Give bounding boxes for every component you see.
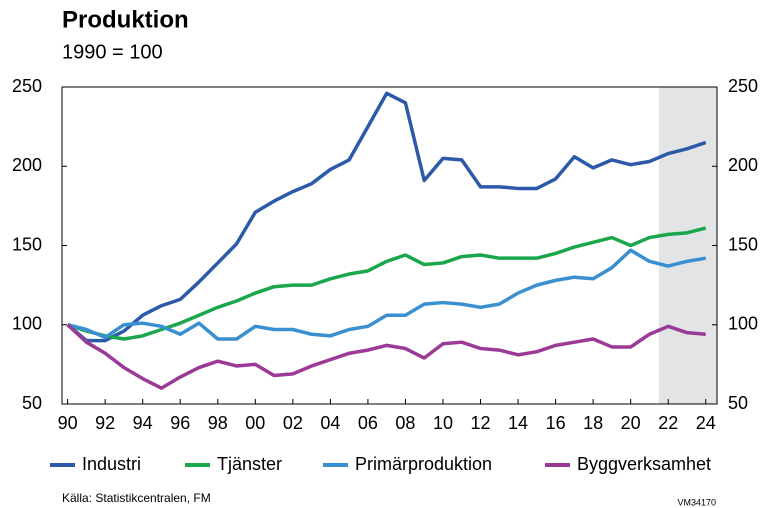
x-tick-label: 92 <box>95 413 115 433</box>
x-tick-label: 14 <box>508 413 528 433</box>
y2-tick-label: 50 <box>728 393 748 413</box>
y-tick-label: 200 <box>12 155 42 175</box>
x-tick-label: 08 <box>395 413 415 433</box>
x-tick-label: 94 <box>133 413 153 433</box>
x-tick-label: 02 <box>283 413 303 433</box>
x-tick-label: 22 <box>658 413 678 433</box>
x-tick-label: 20 <box>621 413 641 433</box>
y2-tick-label: 150 <box>728 234 758 254</box>
legend-label: Primärproduktion <box>355 454 492 474</box>
y-tick-label: 50 <box>22 393 42 413</box>
x-tick-label: 16 <box>546 413 566 433</box>
chart-subtitle: 1990 = 100 <box>62 41 163 63</box>
legend-label: Industri <box>82 454 141 474</box>
legend-label: Byggverksamhet <box>577 454 711 474</box>
forecast-shade <box>658 87 717 404</box>
y2-tick-label: 100 <box>728 314 758 334</box>
y-tick-label: 250 <box>12 76 42 96</box>
x-tick-label: 18 <box>583 413 603 433</box>
chart-title: Produktion <box>62 6 189 33</box>
x-tick-label: 06 <box>358 413 378 433</box>
series-line <box>67 226 707 341</box>
series-line <box>67 248 707 341</box>
x-tick-label: 98 <box>208 413 228 433</box>
x-tick-label: 90 <box>58 413 78 433</box>
y-tick-label: 100 <box>12 314 42 334</box>
x-tick-label: 04 <box>320 413 340 433</box>
x-tick-label: 00 <box>245 413 265 433</box>
legend-label: Tjänster <box>217 454 282 474</box>
y2-tick-label: 250 <box>728 76 758 96</box>
plot-frame <box>61 86 718 405</box>
series-line <box>66 323 706 390</box>
y-tick-label: 150 <box>12 234 42 254</box>
x-tick-label: 24 <box>696 413 716 433</box>
code: VM34170 <box>677 497 716 507</box>
x-tick-label: 96 <box>170 413 190 433</box>
series-line <box>66 91 707 343</box>
y2-tick-label: 200 <box>728 155 758 175</box>
x-tick-label: 10 <box>433 413 453 433</box>
x-tick-label: 12 <box>471 413 491 433</box>
source: Källa: Statistikcentralen, FM <box>62 491 211 505</box>
